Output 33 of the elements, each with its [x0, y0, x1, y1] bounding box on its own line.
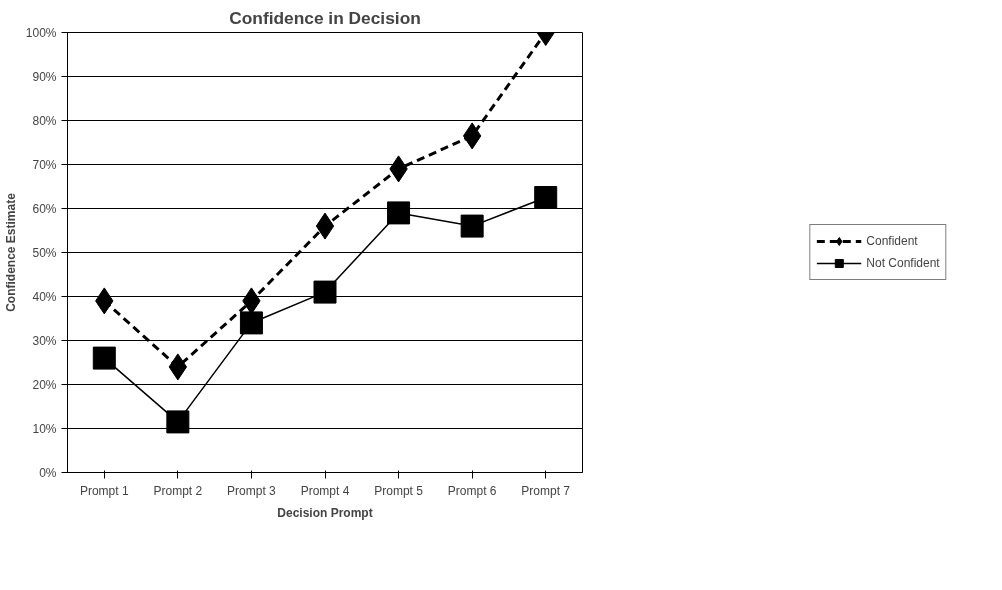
- legend-label: Not Confident: [866, 256, 940, 270]
- x-tick-label: Prompt 4: [300, 483, 350, 498]
- point: [534, 186, 558, 209]
- y-tick-label: 90%: [32, 69, 57, 84]
- x-tick-label: Prompt 1: [79, 483, 129, 498]
- y-tick-label: 70%: [32, 157, 57, 172]
- x-tick-label: Prompt 3: [227, 483, 277, 498]
- x-tick-label: Prompt 5: [374, 483, 424, 498]
- point: [166, 410, 190, 434]
- point: [315, 212, 335, 240]
- point: [239, 311, 263, 335]
- x-tick-label: Prompt 7: [521, 483, 571, 498]
- point: [92, 346, 116, 370]
- y-tick-label: 60%: [32, 201, 57, 216]
- x-tick-label: Prompt 2: [153, 483, 203, 498]
- x-tick-label: Prompt 6: [447, 483, 497, 498]
- y-tick-label: 0%: [39, 465, 57, 480]
- y-axis-title: Confidence Estimate: [3, 192, 18, 312]
- y-tick-label: 40%: [32, 289, 57, 304]
- y-tick-label: 10%: [32, 421, 57, 436]
- point: [462, 122, 482, 150]
- y-tick-label: 30%: [32, 333, 57, 348]
- x-axis-title: Decision Prompt: [277, 505, 373, 520]
- y-tick-label: 50%: [32, 245, 57, 260]
- y-tick-label: 20%: [32, 377, 57, 392]
- y-tick-label: 80%: [32, 113, 57, 128]
- point: [168, 353, 188, 381]
- point: [313, 280, 337, 304]
- point: [387, 201, 411, 225]
- y-tick-label: 100%: [25, 25, 57, 40]
- point: [460, 214, 484, 238]
- legend-label: Confident: [866, 234, 918, 248]
- chart-title: Confidence in Decision: [229, 7, 421, 28]
